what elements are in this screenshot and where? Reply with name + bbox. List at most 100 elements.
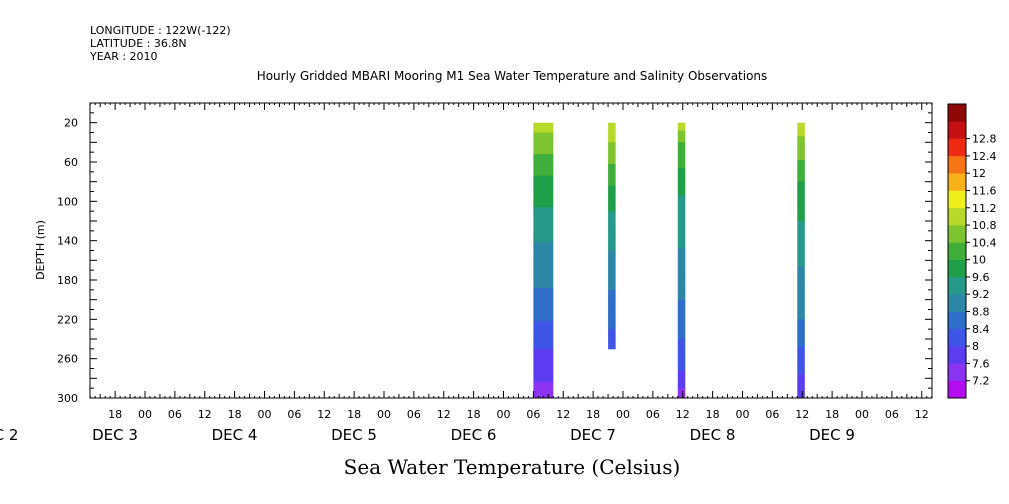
longitude-label: LONGITUDE : 122W(-122) <box>90 24 231 37</box>
profile-cell <box>608 319 616 322</box>
profile-cell <box>677 337 686 340</box>
profile-cell <box>533 327 554 330</box>
colorbar-swatch <box>948 173 966 191</box>
profile-cell <box>533 323 554 326</box>
colorbar: 7.2 7.6 8 8.4 8.8 9.2 9.6 10 10.4 10.8 11.2 11.6 12 1… <box>947 103 997 399</box>
profile-cell <box>533 181 554 185</box>
profile-cell <box>533 252 554 255</box>
profile-cell <box>677 179 686 183</box>
x-tick-label: 12 <box>915 408 929 421</box>
profile-cell <box>677 138 686 141</box>
profile-cell <box>677 191 686 194</box>
profile-cell <box>533 268 554 271</box>
profile-cell <box>677 189 686 192</box>
x-tick-label: 00 <box>258 408 272 421</box>
profile-cell <box>533 215 554 218</box>
profile-cell <box>533 223 554 226</box>
profile-cell <box>608 179 616 183</box>
profile-cell <box>608 211 616 214</box>
profile-cell <box>608 209 616 212</box>
profile-cell <box>797 224 805 228</box>
profile-cell <box>797 346 805 350</box>
profile-cell <box>677 224 686 228</box>
profile-cell <box>533 128 554 131</box>
x-tick-label: 06 <box>646 408 660 421</box>
profile-cell <box>608 136 616 139</box>
profile-cell <box>608 156 616 159</box>
profile-cell <box>608 331 616 334</box>
profile-cell <box>677 154 686 157</box>
profile-cell <box>533 293 554 297</box>
profile-cell <box>533 378 554 381</box>
profile-cell <box>533 282 554 285</box>
profile-cell <box>797 195 805 198</box>
profile-cell <box>677 329 686 332</box>
profile-cell <box>797 240 805 244</box>
profile-cell <box>533 366 554 369</box>
profile-cell <box>533 193 554 196</box>
profile-cell <box>797 307 805 310</box>
profile-cell <box>677 203 686 206</box>
profile-cell <box>533 297 554 301</box>
profile-cell <box>797 138 805 141</box>
profile-cell <box>608 313 616 316</box>
profile-cell <box>533 346 554 350</box>
profile-cell <box>533 335 554 338</box>
profile-cell <box>797 285 805 289</box>
x-tick-label: 06 <box>885 408 899 421</box>
profile-cell <box>608 329 616 332</box>
profile-cell <box>677 148 686 151</box>
profile-cell <box>677 213 686 216</box>
profile-cell <box>533 276 554 279</box>
profile-cell <box>608 305 616 308</box>
profile-cell <box>533 325 554 328</box>
colorbar-label: 11.6 <box>972 184 997 197</box>
profile-cell <box>608 236 616 240</box>
profile-cell <box>608 201 616 204</box>
colorbar-label: 7.6 <box>972 357 990 370</box>
profile-cell <box>677 388 686 391</box>
profile-cell <box>797 376 805 379</box>
profile-cell <box>608 160 616 163</box>
profile-cell <box>677 394 686 397</box>
profile-cell <box>677 185 686 188</box>
profile-cell <box>533 126 554 129</box>
profile-cell <box>797 331 805 334</box>
profile-cell <box>797 203 805 206</box>
profile-cell <box>533 148 554 151</box>
colorbar-label: 10.4 <box>972 236 997 249</box>
profile-cell <box>797 388 805 391</box>
profile-cell <box>797 289 805 293</box>
profile-cell <box>677 360 686 363</box>
profile-cell <box>533 305 554 308</box>
profile-cell <box>677 392 686 395</box>
profile-cell <box>797 223 805 226</box>
profile-cell <box>677 136 686 139</box>
profile-cell <box>677 364 686 367</box>
profile-cell <box>608 264 616 267</box>
profile-cell <box>797 124 805 127</box>
profile-cell <box>608 187 616 190</box>
profile-cell <box>608 219 616 222</box>
profile-cell <box>533 246 554 249</box>
profile-cell <box>677 299 686 303</box>
profile-cell <box>608 244 616 247</box>
profile-cell <box>797 179 805 183</box>
profile-cell <box>797 205 805 208</box>
profile-cell <box>677 390 686 393</box>
profile-cell <box>608 289 616 293</box>
profile-cell <box>797 160 805 163</box>
profile-cell <box>533 217 554 220</box>
profile-cell <box>533 230 554 234</box>
profile-cell <box>797 136 805 139</box>
profile-cell <box>677 140 686 143</box>
profile-cell <box>797 128 805 131</box>
profile-cell <box>608 293 616 297</box>
colorbar-swatch <box>948 104 966 122</box>
profile-cell <box>533 348 554 352</box>
profile-cell <box>797 352 805 356</box>
profile-cell <box>608 148 616 151</box>
profile-cell <box>608 195 616 198</box>
colorbar-swatch <box>948 225 966 243</box>
